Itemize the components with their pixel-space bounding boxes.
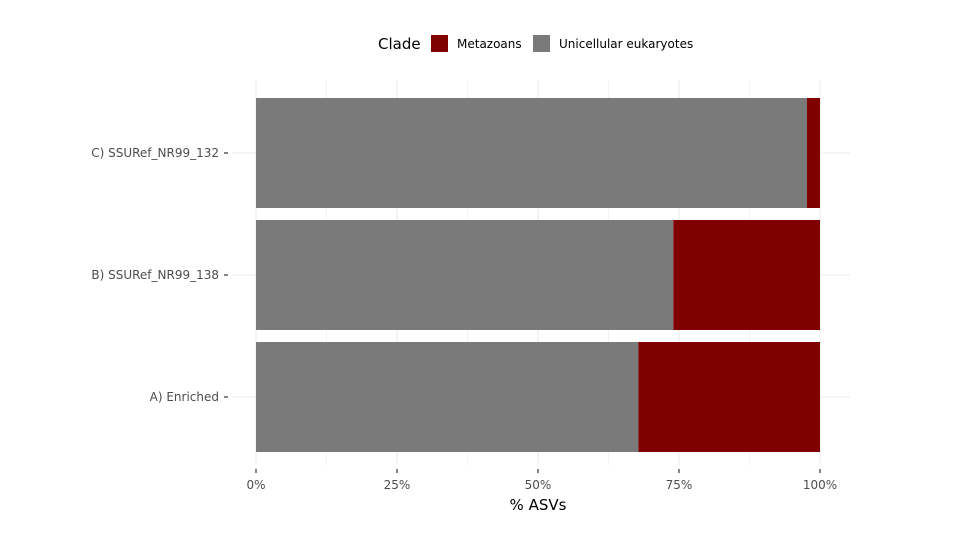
x-tick-label: 100% [803,478,837,492]
bar-unicellular-eukaryotes-0 [256,342,639,452]
x-tick-label: 75% [666,478,693,492]
y-axis: A) Enriched B) SSURef_NR99_138 C) SSURef_N… [91,146,228,404]
x-tick-label: 50% [525,478,552,492]
y-tick-label: C) SSURef_NR99_132 [91,146,219,160]
y-tick-label: B) SSURef_NR99_138 [91,268,219,282]
bar-unicellular-eukaryotes-1 [256,220,674,330]
legend-key-unicellular-eukaryotes [533,35,550,52]
bars [256,98,820,452]
bar-metazoans-1 [673,220,820,330]
bar-metazoans-2 [807,98,820,208]
bar-unicellular-eukaryotes-2 [256,98,808,208]
bar-metazoans-0 [638,342,820,452]
y-tick-label: A) Enriched [150,390,219,404]
x-tick-label: 25% [384,478,411,492]
legend-label: Metazoans [457,37,522,51]
x-tick-label: 0% [246,478,265,492]
x-axis: 0% 25% 50% 75% 100% [246,469,837,492]
legend-label: Unicellular eukaryotes [559,37,693,51]
legend: Clade Metazoans Unicellular eukaryotes [378,35,693,53]
x-axis-title: % ASVs [510,496,567,514]
legend-title: Clade [378,35,421,53]
legend-key-metazoans [431,35,448,52]
